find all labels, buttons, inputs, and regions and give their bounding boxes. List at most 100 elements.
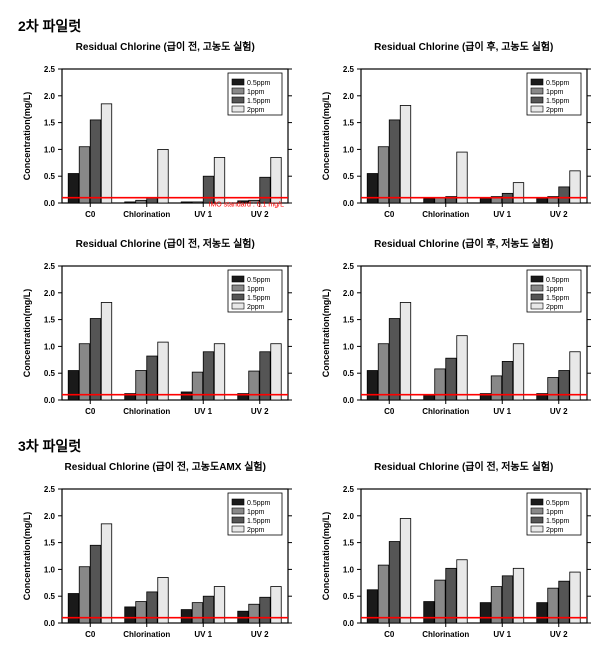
bar [378,147,388,203]
bar [249,604,259,623]
svg-text:2ppm: 2ppm [546,304,564,311]
svg-text:UV 2: UV 2 [549,210,567,219]
bar [260,597,270,623]
bar [79,344,89,400]
svg-text:UV 2: UV 2 [251,407,269,416]
svg-text:1.5ppm: 1.5ppm [546,295,570,302]
bar [214,344,224,400]
chart-1: Residual Chlorine (급이 후, 고농도 실험)0.00.51.… [309,36,600,233]
svg-text:0.5ppm: 0.5ppm [247,277,271,284]
bar [558,187,568,203]
chart-svg: 0.00.51.01.52.02.5Concentration(mg/L)C0C… [10,473,300,653]
bar [400,302,410,400]
bar [558,581,568,623]
svg-text:1.5ppm: 1.5ppm [247,518,271,525]
bar [271,157,281,203]
svg-text:1ppm: 1ppm [546,286,564,293]
bar [68,594,78,623]
svg-text:Chlorination: Chlorination [123,630,170,639]
svg-text:UV 1: UV 1 [194,407,212,416]
svg-text:Concentration(mg/L): Concentration(mg/L) [22,289,32,378]
svg-text:1.5ppm: 1.5ppm [546,98,570,105]
svg-text:0.5ppm: 0.5ppm [546,277,570,284]
bar [136,602,146,623]
svg-text:Concentration(mg/L): Concentration(mg/L) [321,289,331,378]
bar [181,202,191,203]
svg-text:0.0: 0.0 [342,619,354,628]
svg-text:0.5ppm: 0.5ppm [247,80,271,87]
section-pilot2-title: 2차 파일럿 [18,16,599,36]
svg-text:1.5: 1.5 [44,316,56,325]
svg-text:Chlorination: Chlorination [123,407,170,416]
bar [547,377,557,400]
bar [192,202,202,203]
svg-text:2ppm: 2ppm [247,527,265,534]
svg-text:2.0: 2.0 [44,512,56,521]
svg-text:2.0: 2.0 [342,512,354,521]
bar [249,371,259,400]
svg-text:2.0: 2.0 [44,92,56,101]
bar [101,104,111,203]
chart-title: Residual Chlorine (급이 전, 저농도 실험) [329,458,600,473]
bar [260,352,270,400]
svg-text:1ppm: 1ppm [546,509,564,516]
svg-text:UV 1: UV 1 [194,630,212,639]
chart-4: Residual Chlorine (급이 전, 고농도AMX 실험)0.00.… [10,456,301,653]
svg-text:1.0: 1.0 [44,145,56,154]
bar [378,344,388,400]
bar [90,545,100,623]
svg-text:C0: C0 [384,407,395,416]
svg-text:C0: C0 [384,630,395,639]
bar [423,602,433,623]
bar [192,372,202,400]
section-pilot3-title: 3차 파일럿 [18,436,599,456]
bar [558,371,568,400]
bar [271,344,281,400]
svg-text:0.5ppm: 0.5ppm [247,500,271,507]
svg-text:0.0: 0.0 [44,396,56,405]
svg-text:0.5: 0.5 [342,369,354,378]
bar [536,198,546,203]
svg-text:1.0: 1.0 [342,565,354,574]
bar [480,603,490,623]
svg-text:1ppm: 1ppm [247,509,265,516]
chart-title: Residual Chlorine (급이 전, 고농도AMX 실험) [30,458,301,473]
bar [367,371,377,400]
svg-text:2.0: 2.0 [342,289,354,298]
svg-text:0.0: 0.0 [44,199,56,208]
svg-text:Concentration(mg/L): Concentration(mg/L) [22,512,32,601]
svg-text:IMO standard : 0.1 mg/L: IMO standard : 0.1 mg/L [209,202,285,209]
bar [378,565,388,623]
svg-text:0.0: 0.0 [342,199,354,208]
chart-title: Residual Chlorine (급이 후, 고농도 실험) [329,38,600,53]
bar [90,120,100,203]
bar [445,358,455,400]
bar [203,176,213,203]
svg-text:0.5: 0.5 [44,369,56,378]
bar [502,576,512,623]
bar [192,603,202,623]
bar [79,567,89,623]
bar [423,395,433,400]
bar [491,376,501,400]
bar [79,147,89,203]
svg-text:0.5: 0.5 [44,172,56,181]
svg-text:2.5: 2.5 [342,65,354,74]
svg-text:Chlorination: Chlorination [422,407,469,416]
svg-text:2ppm: 2ppm [247,107,265,114]
svg-text:Concentration(mg/L): Concentration(mg/L) [321,512,331,601]
svg-text:UV 1: UV 1 [493,210,511,219]
bar [125,607,135,623]
bar [158,577,168,623]
bar [480,198,490,203]
bar [147,198,157,203]
svg-text:1.5: 1.5 [44,119,56,128]
bar [68,371,78,400]
chart-svg: 0.00.51.01.52.02.5Concentration(mg/L)C0C… [309,53,599,233]
svg-text:Concentration(mg/L): Concentration(mg/L) [22,92,32,181]
chart-0: Residual Chlorine (급이 전, 고농도 실험)0.00.51.… [10,36,301,233]
svg-text:0.5ppm: 0.5ppm [546,500,570,507]
bar [456,336,466,400]
svg-text:1.5: 1.5 [44,539,56,548]
svg-text:1.5ppm: 1.5ppm [247,98,271,105]
